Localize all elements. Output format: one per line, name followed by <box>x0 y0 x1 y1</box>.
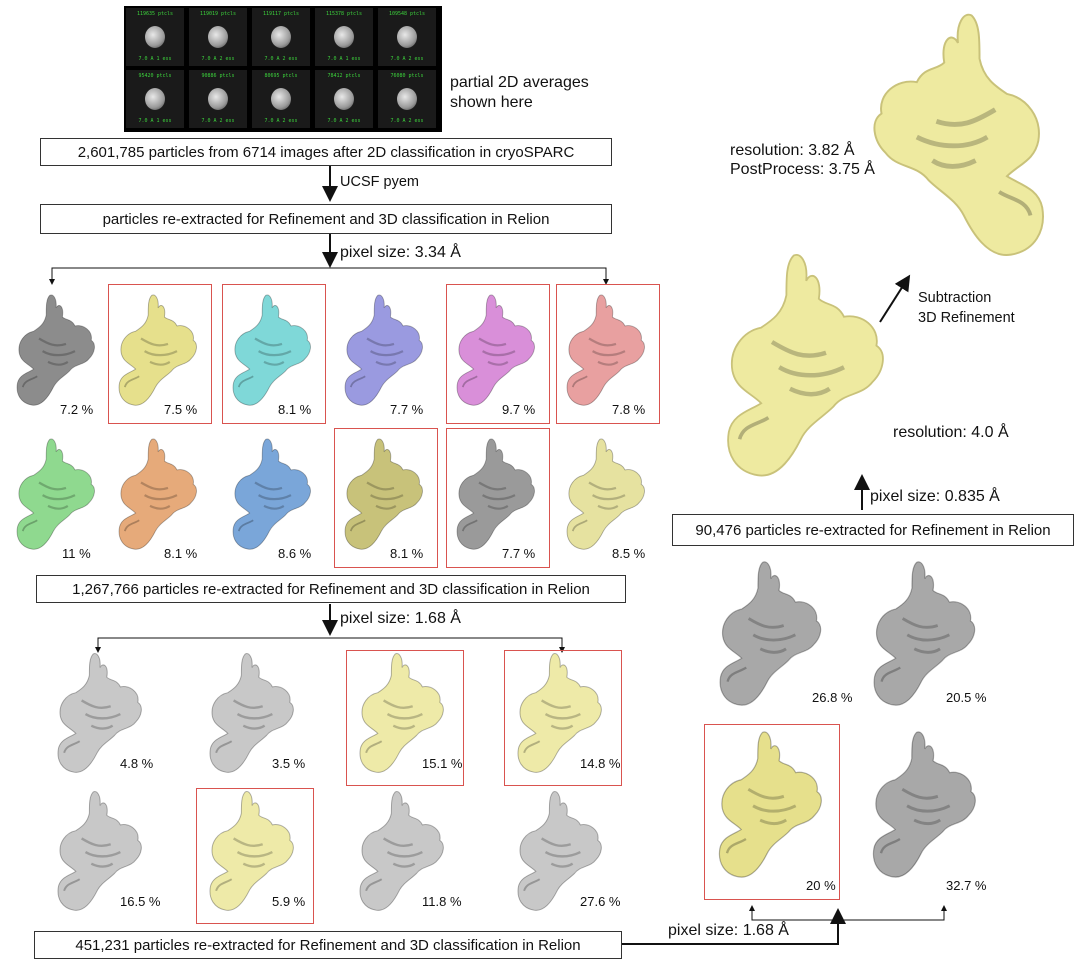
step-box-relion2: 1,267,766 particles re-extracted for Ref… <box>36 575 626 603</box>
class2d-thumb: 76080 ptcls 7.0 A 2 ess <box>378 70 436 128</box>
class-density-map <box>117 293 198 407</box>
selected-class-frame <box>504 650 622 786</box>
class-percentage: 8.6 % <box>278 546 312 561</box>
selected-class-frame <box>222 284 326 424</box>
class2d-grid: 119635 ptcls 7.0 A 1 ess 119019 ptcls 7.0 … <box>124 6 442 132</box>
class-percentage: 11.8 % <box>422 894 462 909</box>
class-percentage: 14.8 % <box>580 756 621 771</box>
class-density-map <box>15 293 96 407</box>
arrow-label-1p68a: pixel size: 1.68 Å <box>340 610 461 627</box>
refined-map-4A <box>718 238 898 500</box>
class-percentage: 20.5 % <box>946 690 987 705</box>
selected-class-frame <box>334 428 438 568</box>
class-density-map <box>565 437 646 551</box>
selected-class-frame <box>556 284 660 424</box>
class-percentage: 3.5 % <box>272 756 306 771</box>
class-percentage: 4.8 % <box>120 756 154 771</box>
step-box-cryosparc: 2,601,785 particles from 6714 images aft… <box>40 138 612 166</box>
step-box-relion1: particles re-extracted for Refinement an… <box>40 204 612 234</box>
subtraction-label-1: Subtraction <box>918 290 992 306</box>
class-density-map <box>565 293 646 407</box>
class2d-thumb: 115378 ptcls 7.0 A 1 ess <box>315 8 373 66</box>
arrow-label-1p68b: pixel size: 1.68 Å <box>668 922 789 939</box>
class-percentage: 8.1 % <box>390 546 424 561</box>
class-percentage: 20 % <box>806 878 836 893</box>
class-percentage: 11 % <box>62 546 91 561</box>
selected-class-frame <box>346 650 464 786</box>
class-density-map <box>717 730 823 879</box>
class-density-map <box>343 437 424 551</box>
final-resolution-label: resolution: 3.82 Å <box>730 142 855 159</box>
class2d-thumb: 119019 ptcls 7.0 A 2 ess <box>189 8 247 66</box>
class2d-thumb: 119635 ptcls 7.0 A 1 ess <box>126 8 184 66</box>
selected-class-frame <box>196 788 314 924</box>
class-density-map <box>871 730 977 879</box>
class-percentage: 7.8 % <box>612 402 646 417</box>
class-density-map <box>117 437 198 551</box>
class-percentage: 27.6 % <box>580 894 621 909</box>
step-box-relion3: 451,231 particles re-extracted for Refin… <box>34 931 622 959</box>
class2d-thumb: 90886 ptcls 7.0 A 2 ess <box>189 70 247 128</box>
class-percentage: 7.7 % <box>502 546 536 561</box>
class2d-thumb: 109548 ptcls 7.0 A 2 ess <box>378 8 436 66</box>
class-density-map <box>15 437 96 551</box>
class-percentage: 9.7 % <box>502 402 536 417</box>
class-percentage: 7.5 % <box>164 402 198 417</box>
class-percentage: 16.5 % <box>120 894 161 909</box>
resolution-label: resolution: 4.0 Å <box>893 424 1009 441</box>
selected-class-frame <box>446 428 550 568</box>
class-density-map <box>343 293 424 407</box>
class-density-map <box>455 437 536 551</box>
class-density-map <box>231 437 312 551</box>
class-percentage: 8.1 % <box>278 402 312 417</box>
subtraction-label-2: 3D Refinement <box>918 310 1015 326</box>
class-percentage: 7.7 % <box>390 402 424 417</box>
class2d-note-line2: shown here <box>450 94 533 111</box>
final-map-3p75A <box>858 8 1054 270</box>
class2d-thumb: 80695 ptcls 7.0 A 2 ess <box>252 70 310 128</box>
class-density-map <box>231 293 312 407</box>
bracket-round2 <box>97 637 563 650</box>
class-percentage: 15.1 % <box>422 756 463 771</box>
arrow-subtraction <box>879 274 911 323</box>
class-percentage: 8.5 % <box>612 546 646 561</box>
class-percentage: 8.1 % <box>164 546 198 561</box>
step-box-final: 90,476 particles re-extracted for Refine… <box>672 514 1074 546</box>
class2d-thumb: 95420 ptcls 7.0 A 1 ess <box>126 70 184 128</box>
class-percentage: 5.9 % <box>272 894 306 909</box>
class-density-map <box>455 293 536 407</box>
arrow-round3 <box>620 908 846 945</box>
selected-class-frame <box>446 284 550 424</box>
bracket-round1 <box>51 267 607 282</box>
selected-class-frame <box>108 284 212 424</box>
selected-class-frame <box>704 724 840 900</box>
class2d-thumb: 78412 ptcls 7.0 A 2 ess <box>315 70 373 128</box>
final-postprocess-label: PostProcess: 3.75 Å <box>730 161 875 178</box>
class2d-note-line1: partial 2D averages <box>450 74 589 91</box>
class-percentage: 26.8 % <box>812 690 853 705</box>
arrow-label-0p835: pixel size: 0.835 Å <box>870 488 1000 505</box>
arrow-label-pyem: UCSF pyem <box>340 174 419 190</box>
class-percentage: 7.2 % <box>60 402 94 417</box>
class-percentage: 32.7 % <box>946 878 987 893</box>
arrow-label-3p34: pixel size: 3.34 Å <box>340 244 461 261</box>
class2d-thumb: 119117 ptcls 7.0 A 2 ess <box>252 8 310 66</box>
